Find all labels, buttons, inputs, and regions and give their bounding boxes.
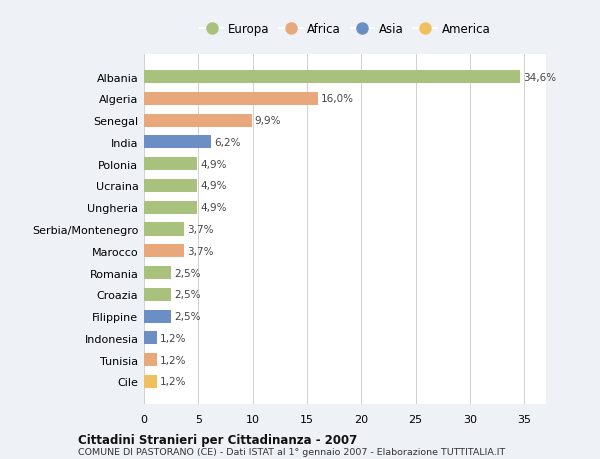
Text: 3,7%: 3,7% [187, 224, 214, 235]
Bar [144, 266, 171, 280]
Text: 4,9%: 4,9% [200, 159, 227, 169]
Bar [144, 179, 197, 193]
Bar [144, 310, 171, 323]
Bar [144, 245, 184, 258]
Text: 2,5%: 2,5% [175, 290, 201, 300]
Text: 2,5%: 2,5% [175, 268, 201, 278]
Bar [144, 114, 251, 128]
Text: Cittadini Stranieri per Cittadinanza - 2007: Cittadini Stranieri per Cittadinanza - 2… [78, 433, 357, 446]
Text: 1,2%: 1,2% [160, 376, 187, 386]
Legend: Europa, Africa, Asia, America: Europa, Africa, Asia, America [196, 19, 494, 39]
Text: 4,9%: 4,9% [200, 203, 227, 213]
Text: 3,7%: 3,7% [187, 246, 214, 256]
Bar [144, 93, 318, 106]
Bar [144, 136, 211, 149]
Bar [144, 158, 197, 171]
Bar [144, 331, 157, 345]
Bar [144, 353, 157, 366]
Text: 1,2%: 1,2% [160, 333, 187, 343]
Text: 6,2%: 6,2% [215, 138, 241, 148]
Text: 34,6%: 34,6% [523, 73, 556, 83]
Bar [144, 201, 197, 214]
Bar [144, 223, 184, 236]
Bar [144, 375, 157, 388]
Text: 16,0%: 16,0% [321, 94, 354, 104]
Bar [144, 71, 520, 84]
Text: 9,9%: 9,9% [255, 116, 281, 126]
Text: 1,2%: 1,2% [160, 355, 187, 365]
Text: COMUNE DI PASTORANO (CE) - Dati ISTAT al 1° gennaio 2007 - Elaborazione TUTTITAL: COMUNE DI PASTORANO (CE) - Dati ISTAT al… [78, 448, 505, 457]
Text: 2,5%: 2,5% [175, 311, 201, 321]
Bar [144, 288, 171, 301]
Text: 4,9%: 4,9% [200, 181, 227, 191]
